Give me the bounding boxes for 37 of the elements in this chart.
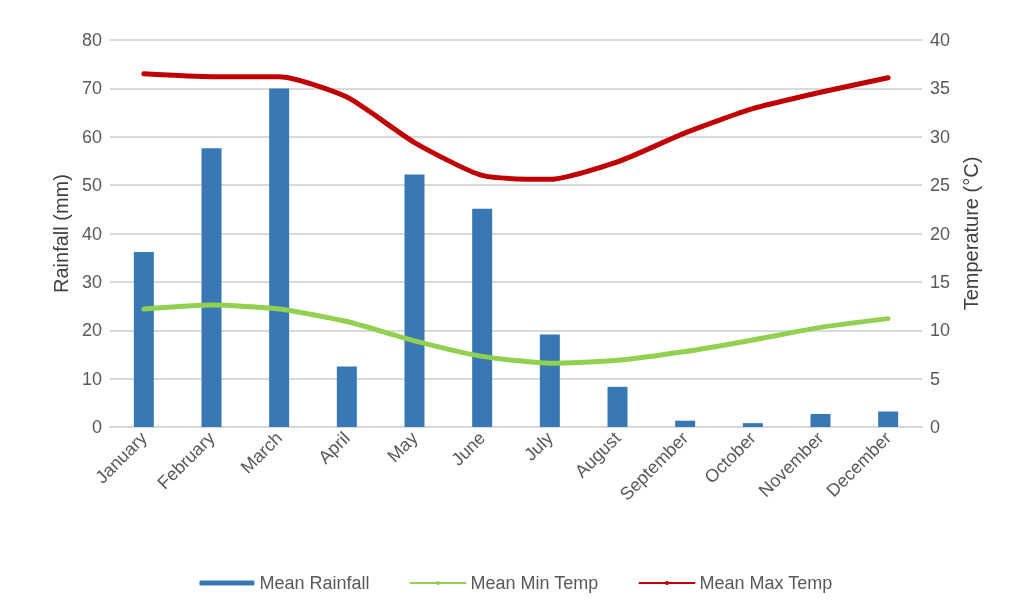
- x-tick-label: May: [383, 427, 422, 467]
- bar: [336, 366, 357, 427]
- y2-axis-title: Temperature (°C): [959, 156, 982, 311]
- y2-tick-label: 15: [930, 271, 951, 292]
- y2-tick-label: 10: [930, 320, 951, 341]
- x-tick-label: July: [520, 427, 557, 465]
- bar: [675, 420, 696, 427]
- y-tick-label: 50: [81, 175, 102, 196]
- y-axis-title: Rainfall (mm): [50, 174, 73, 293]
- y-tick-label: 60: [81, 126, 102, 147]
- legend-label: Mean Max Temp: [699, 573, 833, 593]
- bar: [269, 88, 290, 427]
- legend-label: Mean Min Temp: [470, 573, 599, 593]
- bar: [742, 423, 763, 427]
- y-tick-label: 40: [81, 223, 102, 244]
- bar: [878, 411, 899, 427]
- bar: [607, 386, 628, 427]
- y2-tick-label: 30: [930, 126, 951, 147]
- y-tick-label: 30: [81, 271, 102, 292]
- bar: [472, 208, 493, 427]
- y2-tick-label: 40: [930, 30, 951, 50]
- bar: [201, 148, 222, 427]
- y-tick-label: 20: [81, 320, 102, 341]
- y2-tick-label: 25: [930, 175, 951, 196]
- y-tick-label: 80: [81, 30, 102, 50]
- y-tick-label: 10: [81, 368, 102, 389]
- bar: [810, 413, 831, 427]
- y-tick-label: 70: [81, 78, 102, 99]
- legend-label: Mean Rainfall: [259, 573, 370, 593]
- y2-tick-label: 5: [930, 368, 941, 389]
- y2-tick-label: 35: [930, 78, 951, 99]
- bar: [133, 251, 154, 427]
- y-tick-label: 0: [91, 417, 102, 437]
- y2-tick-label: 20: [930, 223, 951, 244]
- bar: [539, 334, 560, 427]
- bar: [404, 174, 425, 427]
- y2-tick-label: 0: [930, 417, 941, 437]
